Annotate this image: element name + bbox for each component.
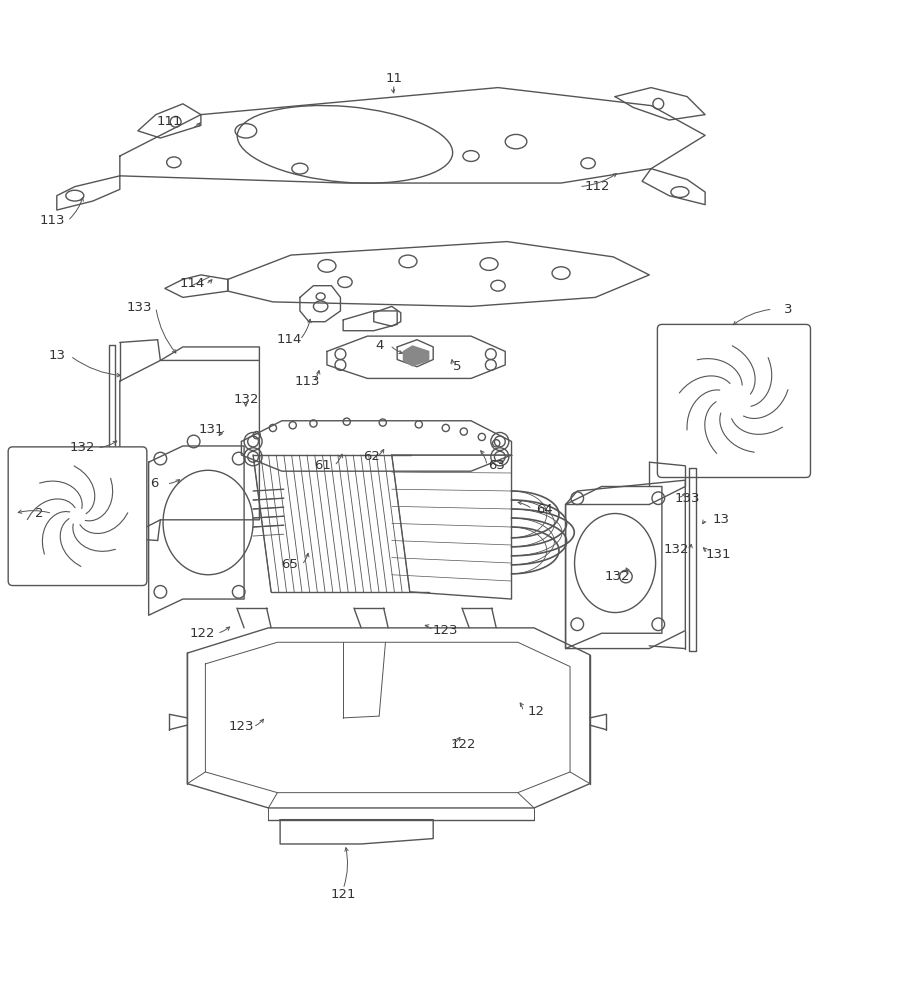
Text: 132: 132 <box>604 570 630 583</box>
FancyBboxPatch shape <box>8 447 147 586</box>
Text: 131: 131 <box>706 548 731 561</box>
Text: 5: 5 <box>453 360 462 373</box>
Text: 65: 65 <box>281 558 297 571</box>
Polygon shape <box>403 346 429 366</box>
Text: 113: 113 <box>294 375 320 388</box>
Text: 112: 112 <box>584 180 610 193</box>
Text: 12: 12 <box>527 705 545 718</box>
Text: 132: 132 <box>69 441 95 454</box>
Text: 11: 11 <box>386 72 403 85</box>
Text: 13: 13 <box>48 349 65 362</box>
Text: 111: 111 <box>157 115 182 128</box>
Text: 113: 113 <box>40 214 65 227</box>
Text: 61: 61 <box>314 459 331 472</box>
Text: 4: 4 <box>375 339 383 352</box>
Text: 63: 63 <box>487 459 505 472</box>
Text: 121: 121 <box>331 888 356 901</box>
FancyBboxPatch shape <box>658 324 811 477</box>
Text: 132: 132 <box>233 393 258 406</box>
Text: 131: 131 <box>199 423 225 436</box>
Text: 133: 133 <box>674 492 699 505</box>
Text: 3: 3 <box>784 303 792 316</box>
Text: 2: 2 <box>34 507 43 520</box>
Text: 62: 62 <box>363 450 381 463</box>
Text: 114: 114 <box>179 277 205 290</box>
Text: 123: 123 <box>228 720 255 733</box>
Text: 64: 64 <box>536 503 554 516</box>
Text: 133: 133 <box>127 301 152 314</box>
Text: 122: 122 <box>451 738 477 751</box>
Text: 114: 114 <box>276 333 302 346</box>
Text: 122: 122 <box>190 627 216 640</box>
Text: 123: 123 <box>433 624 458 637</box>
Text: 13: 13 <box>713 513 730 526</box>
Text: 132: 132 <box>663 543 689 556</box>
Text: 6: 6 <box>149 477 159 490</box>
